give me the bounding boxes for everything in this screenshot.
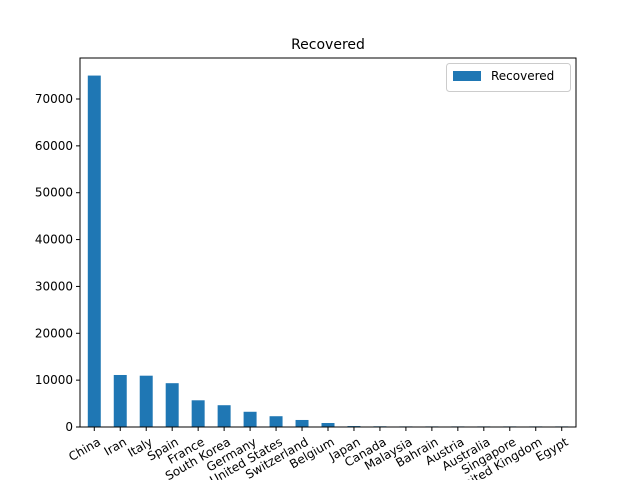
plot-frame — [79, 57, 577, 428]
bar-iran — [113, 374, 127, 427]
y-axis: 0 10000 20000 30000 40000 50000 60000 70000 — [35, 92, 80, 434]
chart-title: Recovered — [291, 37, 365, 53]
bar-italy — [139, 375, 153, 427]
bars-group — [87, 75, 569, 428]
legend: Recovered — [446, 63, 571, 92]
y-tick-label: 60000 — [35, 139, 73, 153]
y-tick-label: 20000 — [35, 326, 73, 340]
bar-china — [87, 75, 101, 428]
legend-box — [446, 63, 571, 92]
y-tick-label: 30000 — [35, 279, 73, 293]
bar-south-korea — [217, 405, 231, 427]
bar-belgium — [321, 423, 335, 427]
bar-spain — [165, 383, 179, 427]
y-tick-label: 10000 — [35, 373, 73, 387]
plot-area — [80, 58, 576, 427]
y-tick-label: 40000 — [35, 233, 73, 247]
bar-united-states — [269, 416, 283, 427]
legend-swatch — [453, 71, 481, 81]
y-tick-label: 50000 — [35, 186, 73, 200]
legend-label: Recovered — [491, 69, 554, 83]
y-tick-label: 0 — [65, 420, 73, 434]
bar-germany — [243, 411, 257, 427]
bar-france — [191, 400, 205, 427]
bar-switzerland — [295, 419, 309, 427]
y-tick-label: 70000 — [35, 92, 73, 106]
